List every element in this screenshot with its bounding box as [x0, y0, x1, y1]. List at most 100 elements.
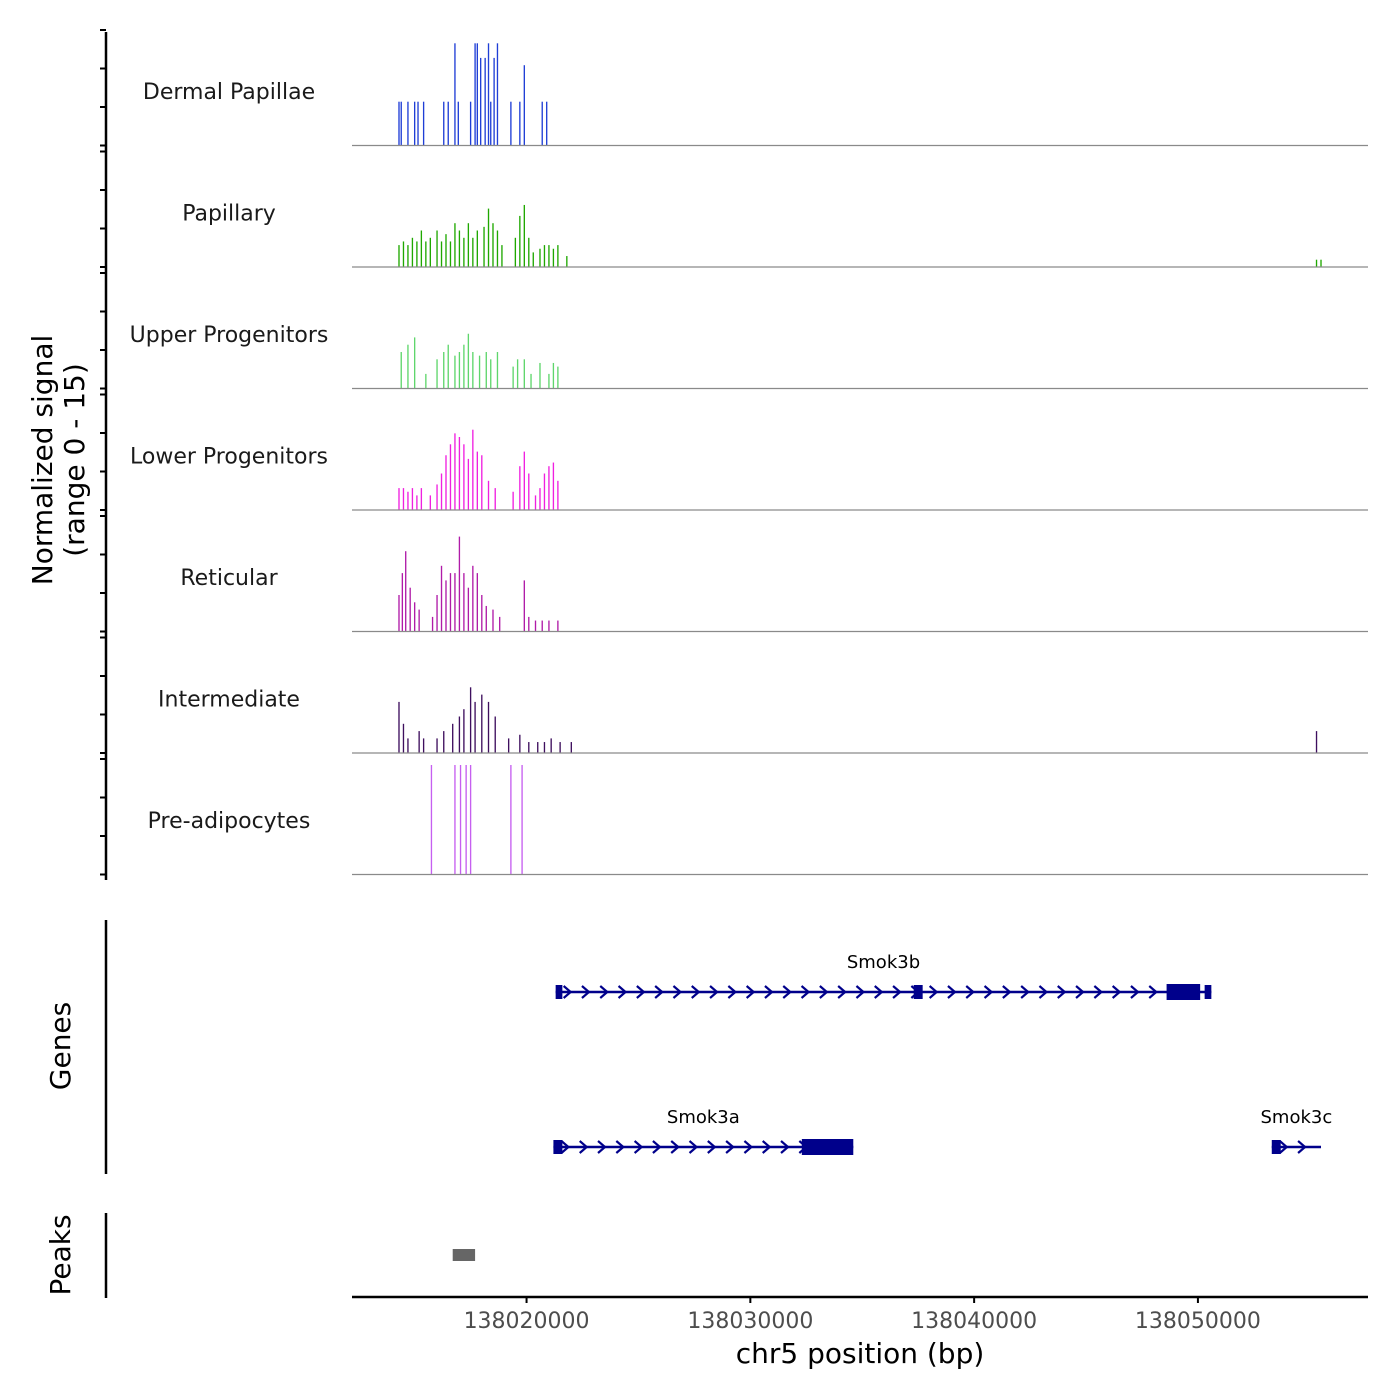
signal-bar: [534, 495, 537, 510]
signal-bar: [425, 241, 427, 267]
signal-bar: [539, 488, 541, 510]
track-pre-adipocytes: Pre-adipocytes: [148, 765, 1368, 876]
signal-bar: [459, 765, 462, 875]
signal-bar: [440, 565, 443, 632]
signal-bar: [443, 731, 445, 753]
genes-axis-title: Genes: [44, 1002, 77, 1090]
strand-arrow: [709, 985, 719, 999]
strand-arrow: [652, 1140, 662, 1154]
signal-bar: [557, 480, 559, 510]
signal-bar: [429, 237, 431, 267]
strand-arrow: [654, 985, 664, 999]
strand-arrow: [782, 985, 792, 999]
track-reticular: Reticular: [180, 536, 1368, 633]
signal-bar: [445, 234, 447, 267]
signal-bar: [463, 444, 465, 510]
gene-annotation-track: Smok3b Smok3a Smok3c: [553, 952, 1332, 1155]
strand-arrow: [691, 985, 701, 999]
signal-bar: [454, 355, 456, 389]
signal-bar: [402, 488, 405, 510]
strand-arrow: [1148, 985, 1158, 999]
signal-bar: [409, 587, 411, 632]
signal-bar: [484, 57, 486, 146]
strand-arrow: [947, 985, 957, 999]
track-label: Reticular: [180, 566, 278, 591]
signal-bar: [487, 43, 490, 146]
signal-bar: [534, 620, 537, 632]
signal-bar: [487, 208, 490, 267]
signal-bar: [454, 573, 456, 632]
signal-bar: [469, 101, 472, 146]
signal-bar: [512, 366, 514, 389]
strand-arrow: [1093, 985, 1104, 999]
strand-arrow: [599, 985, 609, 999]
track-label: Pre-adipocytes: [148, 809, 311, 834]
signal-bar: [519, 466, 521, 510]
x-axis-title: chr5 position (bp): [736, 1337, 985, 1370]
strand-arrow: [1279, 1140, 1289, 1154]
strand-arrow: [562, 985, 573, 999]
strand-arrow: [633, 1140, 644, 1154]
signal-bar: [416, 495, 418, 510]
gene-smok3b: Smok3b: [555, 952, 1212, 1000]
signal-bar: [514, 237, 517, 267]
signal-bar: [467, 587, 470, 632]
signal-y-axis: [100, 29, 108, 880]
signal-bar: [548, 466, 550, 510]
signal-bar: [449, 444, 452, 510]
signal-bar: [541, 101, 543, 146]
signal-bar: [496, 230, 499, 267]
signal-bar: [528, 616, 530, 632]
signal-bar: [411, 488, 414, 510]
signal-bar: [523, 580, 525, 632]
strand-arrow: [617, 985, 628, 999]
gene-exon: [1271, 1140, 1281, 1154]
signal-bar: [557, 366, 559, 389]
signal-bar: [418, 609, 420, 632]
gene-exon: [553, 1140, 563, 1154]
signal-bar: [436, 595, 438, 632]
signal-bar: [519, 734, 521, 753]
signal-bar: [402, 241, 405, 267]
signal-bar: [481, 694, 483, 753]
x-tick-label: 138040000: [911, 1309, 1037, 1334]
signal-bar: [413, 101, 416, 146]
signal-bar: [493, 57, 495, 146]
track-label: Dermal Papillae: [143, 80, 315, 105]
signal-bar: [537, 742, 539, 753]
signal-bar: [445, 455, 447, 510]
signal-bar: [443, 352, 445, 389]
x-tick-label: 138050000: [1135, 1309, 1261, 1334]
signal-bar: [454, 765, 456, 875]
signal-bar: [492, 609, 494, 632]
strand-arrow: [837, 985, 847, 999]
signal-bar: [532, 252, 534, 267]
signal-bar: [436, 484, 438, 510]
signal-bar: [401, 573, 404, 632]
signal-bar: [463, 709, 465, 753]
signal-bar: [467, 333, 470, 389]
peaks-axis-title: Peaks: [44, 1214, 77, 1295]
signal-bar: [454, 223, 456, 267]
gene-smok3a: Smok3a: [553, 1107, 854, 1155]
strand-arrow: [1111, 985, 1122, 999]
signal-bar: [481, 595, 483, 632]
signal-bar: [487, 701, 490, 753]
signal-bar: [507, 738, 510, 753]
signal-bar: [1315, 259, 1318, 267]
signal-bar: [552, 248, 555, 267]
signal-bar: [485, 352, 487, 389]
signal-bar: [516, 359, 519, 389]
strand-arrow: [670, 1140, 680, 1154]
gene-exon: [1166, 984, 1201, 1000]
signal-bar: [472, 352, 474, 389]
strand-arrow: [965, 985, 975, 999]
signal-bar: [413, 337, 416, 389]
signal-bar: [411, 237, 414, 267]
signal-bar: [436, 359, 438, 389]
signal-bar: [492, 223, 494, 267]
signal-bar: [407, 738, 409, 753]
signal-bar: [407, 344, 409, 389]
signal-bar: [543, 742, 546, 753]
